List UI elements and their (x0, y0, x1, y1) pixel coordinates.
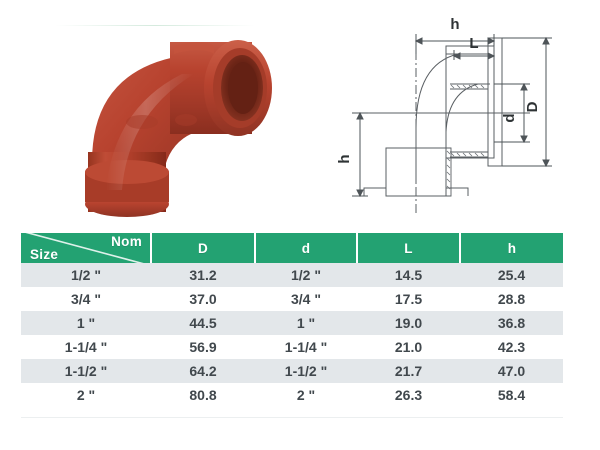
h-top-extension-lines (415, 34, 495, 54)
header-cell-L[interactable]: L (357, 233, 461, 263)
cell-L: 26.3 (357, 383, 460, 407)
cell-h: 42.3 (460, 335, 563, 359)
dimension-lines (352, 34, 552, 198)
socket-thread-right (228, 62, 258, 114)
cell-D: 44.5 (151, 311, 255, 335)
cell-h: 36.8 (460, 311, 563, 335)
cell-D: 64.2 (151, 359, 255, 383)
header-cell-d[interactable]: d (255, 233, 358, 263)
product-photo (62, 12, 290, 220)
cell-d: 1 " (255, 311, 357, 335)
cell-d: 3/4 " (255, 287, 357, 311)
label-D-right: D (524, 101, 541, 112)
cell-size: 3/4 " (21, 287, 151, 311)
header-cell-h[interactable]: h (460, 233, 563, 263)
diagonal-divider-icon (25, 233, 144, 263)
cell-L: 19.0 (357, 311, 460, 335)
h-top-arrow-left (414, 37, 423, 45)
D-extension-lines (502, 37, 552, 167)
label-h-left: h (338, 154, 353, 163)
cell-L: 21.0 (357, 335, 460, 359)
cell-d: 1-1/4 " (255, 335, 357, 359)
cell-L: 17.5 (357, 287, 460, 311)
illustration-area: h L h d D (62, 8, 588, 223)
cell-h: 47.0 (460, 359, 563, 383)
h-left-arrow-top (356, 111, 364, 120)
cell-h: 58.4 (460, 383, 563, 407)
cell-D: 56.9 (151, 335, 255, 359)
dimension-drawing-svg: h L h d D (338, 16, 552, 216)
specification-table: Nom Size D d L h 1/2 " 31.2 1/2 " 14.5 2… (21, 233, 563, 407)
header-cell-size-nom[interactable]: Nom Size (21, 233, 152, 263)
table-bottom-edge (21, 407, 563, 418)
table-row: 1/2 " 31.2 1/2 " 14.5 25.4 (21, 263, 563, 287)
cell-D: 80.8 (151, 383, 255, 407)
cell-size: 1-1/2 " (21, 359, 151, 383)
outline-outer-curve (415, 53, 490, 183)
header-label-size: Size (30, 247, 59, 262)
table-header-row: Nom Size D d L h (21, 233, 563, 263)
cell-size: 1/2 " (21, 263, 151, 287)
table-header: Nom Size D d L h (21, 233, 563, 263)
cell-d: 2 " (255, 383, 357, 407)
table-row: 2 " 80.8 2 " 26.3 58.4 (21, 383, 563, 407)
dimension-labels: h L h d D (338, 16, 541, 164)
horizontal-leg-lines (446, 53, 488, 159)
table-row: 3/4 " 37.0 3/4 " 17.5 28.8 (21, 287, 563, 311)
D-arrow-bottom (542, 159, 550, 168)
L-arrow-left (452, 52, 461, 60)
table-body: 1/2 " 31.2 1/2 " 14.5 25.4 3/4 " 37.0 3/… (21, 263, 563, 407)
specification-table-wrap: Nom Size D d L h 1/2 " 31.2 1/2 " 14.5 2… (21, 233, 563, 418)
socket-rim-bottom (85, 160, 169, 184)
h-top-arrow-right (487, 37, 496, 45)
label-h-top: h (450, 16, 459, 33)
cell-L: 21.7 (357, 359, 460, 383)
h-left-arrow-bottom (356, 189, 364, 198)
thread-hatching (446, 84, 485, 190)
thread-band-bottom (450, 151, 488, 158)
image-artifact-line (55, 25, 255, 26)
outline-inner-curve (445, 83, 490, 183)
label-d-right: d (501, 113, 518, 122)
thread-band-vertical (446, 147, 452, 197)
cell-size: 1-1/4 " (21, 335, 151, 359)
thread-band-top (450, 83, 488, 90)
label-L-top: L (469, 35, 478, 52)
header-cell-D[interactable]: D (151, 233, 256, 263)
cell-size: 1 " (21, 311, 151, 335)
cell-d: 1/2 " (255, 263, 357, 287)
molding-mark-1 (126, 115, 158, 129)
cell-h: 28.8 (460, 287, 563, 311)
header-label-nom: Nom (111, 234, 142, 249)
cell-d: 1-1/2 " (255, 359, 357, 383)
cell-D: 37.0 (151, 287, 255, 311)
L-arrow-right (487, 52, 496, 60)
table-row: 1-1/2 " 64.2 1-1/2 " 21.7 47.0 (21, 359, 563, 383)
technical-drawing: h L h d D (338, 8, 588, 223)
table-row: 1-1/4 " 56.9 1-1/4 " 21.0 42.3 (21, 335, 563, 359)
elbow-photo-svg (85, 40, 272, 217)
table-row: 1 " 44.5 1 " 19.0 36.8 (21, 311, 563, 335)
d-arrow-top (520, 82, 528, 91)
vertical-leg-flange (363, 187, 469, 196)
horizontal-leg-flange (487, 37, 503, 167)
molding-mark-2 (175, 114, 197, 126)
body-sheen (106, 74, 194, 190)
collar-groove-top (174, 42, 214, 54)
d-arrow-bottom (520, 135, 528, 144)
cell-h: 25.4 (460, 263, 563, 287)
D-arrow-top (542, 36, 550, 45)
cell-size: 2 " (21, 383, 151, 407)
cell-L: 14.5 (357, 263, 460, 287)
L-extension-lines (453, 50, 495, 60)
cell-D: 31.2 (151, 263, 255, 287)
